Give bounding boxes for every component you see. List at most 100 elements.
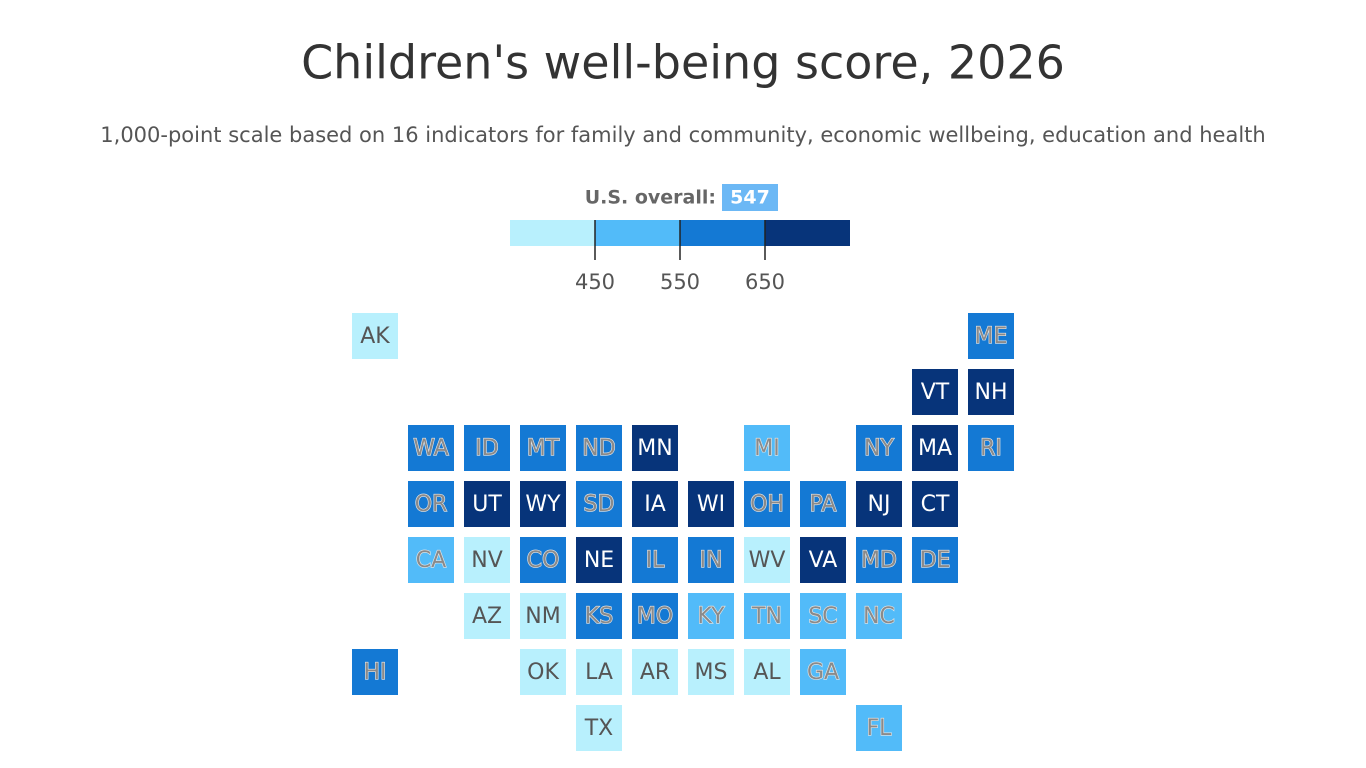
state-label: NE [584, 548, 614, 573]
state-label: FL [867, 716, 893, 741]
state-tile [856, 537, 902, 583]
state-label: OH [750, 492, 784, 517]
state-label: RI [980, 436, 1002, 461]
overall-label: U.S. overall: [585, 187, 716, 209]
state-tile [520, 649, 566, 695]
state-tile [688, 481, 734, 527]
legend-tick-label: 650 [745, 270, 785, 294]
state-label: MN [637, 436, 672, 461]
state-tile [464, 481, 510, 527]
state-tile [520, 593, 566, 639]
state-tile [856, 705, 902, 751]
state-label: TN [751, 604, 782, 629]
state-tile [744, 537, 790, 583]
state-tile [912, 481, 958, 527]
state-tile [632, 425, 678, 471]
state-tile [576, 649, 622, 695]
state-label: IN [700, 548, 723, 573]
state-tile [912, 425, 958, 471]
state-tile [632, 481, 678, 527]
state-label: WY [525, 492, 561, 517]
state-tile [688, 593, 734, 639]
state-label: AK [360, 324, 390, 349]
state-label: MS [695, 660, 728, 685]
title: Children's well-being score, 2026 [301, 36, 1065, 90]
state-label: MD [861, 548, 897, 573]
state-tile [800, 593, 846, 639]
state-label: LA [585, 660, 613, 685]
state-tile [912, 537, 958, 583]
state-label: AZ [472, 604, 502, 629]
state-tile [632, 593, 678, 639]
state-tile [352, 313, 398, 359]
state-tile [968, 313, 1014, 359]
state-label: CT [921, 492, 950, 517]
state-tile [520, 537, 566, 583]
state-label: ID [475, 436, 498, 461]
state-label: SC [808, 604, 837, 629]
state-label: ME [975, 324, 1008, 349]
state-label: WV [749, 548, 786, 573]
state-label: MA [918, 436, 952, 461]
state-tile [800, 481, 846, 527]
state-tile [520, 425, 566, 471]
state-label: WI [697, 492, 725, 517]
state-label: NV [471, 548, 503, 573]
legend-swatch [765, 220, 850, 246]
state-tile [464, 593, 510, 639]
state-label: OR [415, 492, 448, 517]
overall-badge [722, 184, 778, 211]
state-tile [856, 425, 902, 471]
state-label: ND [582, 436, 615, 461]
state-tile [800, 649, 846, 695]
state-label: WA [413, 436, 449, 461]
subtitle: 1,000-point scale based on 16 indicators… [100, 123, 1265, 147]
state-tile [688, 649, 734, 695]
state-tile [520, 481, 566, 527]
state-tile [576, 481, 622, 527]
state-label: VT [921, 380, 950, 405]
state-label: IA [644, 492, 666, 517]
state-tile [408, 537, 454, 583]
legend-tick-label: 450 [575, 270, 615, 294]
legend-tick-label: 550 [660, 270, 700, 294]
state-tile [576, 593, 622, 639]
state-label: SD [584, 492, 615, 517]
state-label: AL [753, 660, 781, 685]
state-label: OK [527, 660, 559, 685]
state-tile [968, 425, 1014, 471]
state-label: HI [363, 660, 386, 685]
state-label: MI [754, 436, 779, 461]
state-label: DE [920, 548, 951, 573]
state-label: NC [863, 604, 895, 629]
state-tile [688, 537, 734, 583]
state-tile [632, 649, 678, 695]
state-tile [632, 537, 678, 583]
state-label: TX [584, 716, 614, 741]
state-tile [912, 369, 958, 415]
state-tile [856, 593, 902, 639]
overall-value: 547 [730, 187, 770, 209]
state-tile [464, 537, 510, 583]
state-label: KY [697, 604, 725, 629]
state-tile [408, 425, 454, 471]
state-label: NH [975, 380, 1008, 405]
legend-swatch [510, 220, 595, 246]
state-tile [968, 369, 1014, 415]
state-tile [800, 537, 846, 583]
state-tile [352, 649, 398, 695]
state-label: CO [527, 548, 560, 573]
state-label: KS [585, 604, 613, 629]
state-label: NM [525, 604, 560, 629]
state-label: CA [416, 548, 446, 573]
state-tile [744, 593, 790, 639]
legend-swatch [680, 220, 765, 246]
state-tile [744, 425, 790, 471]
state-tile [408, 481, 454, 527]
state-label: MT [527, 436, 560, 461]
state-tile [744, 649, 790, 695]
state-tile [856, 481, 902, 527]
state-label: IL [646, 548, 665, 573]
state-label: VA [809, 548, 838, 573]
